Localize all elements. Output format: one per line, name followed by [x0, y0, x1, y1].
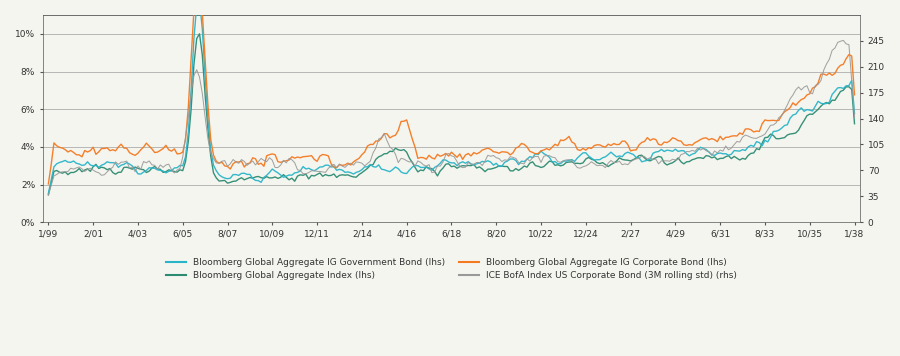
- Legend: Bloomberg Global Aggregate IG Government Bond (lhs), Bloomberg Global Aggregate : Bloomberg Global Aggregate IG Government…: [163, 254, 741, 284]
